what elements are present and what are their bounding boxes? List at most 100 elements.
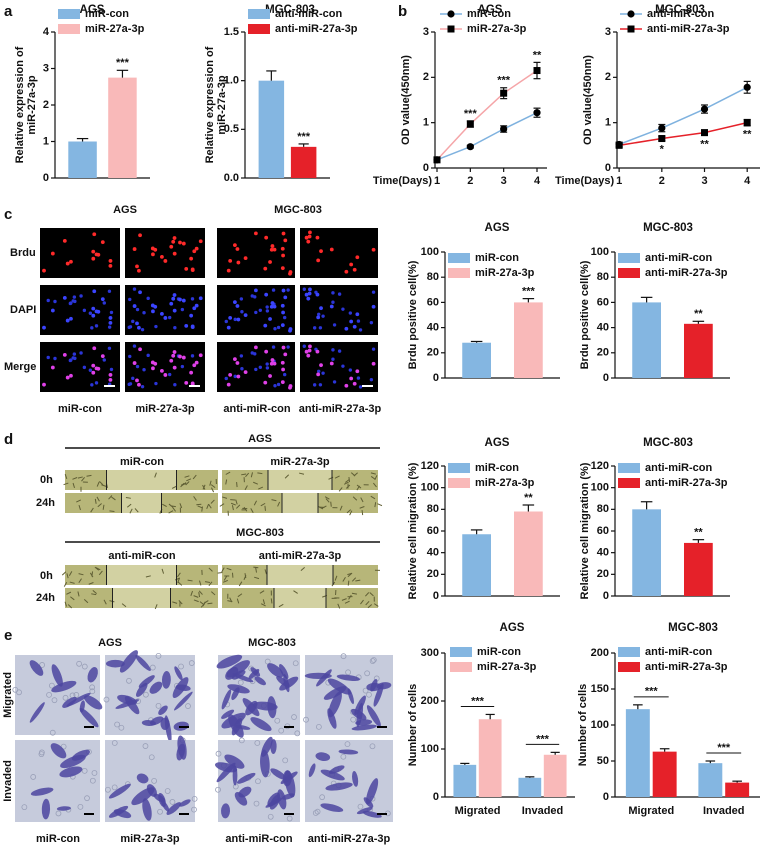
stained-cell [254, 676, 266, 686]
nucleus [254, 310, 258, 315]
pore [49, 729, 56, 736]
nucleus [271, 288, 276, 292]
nucleus [304, 349, 309, 354]
cell [351, 577, 357, 582]
cell [207, 602, 213, 605]
pore [148, 754, 155, 761]
cell [343, 481, 349, 485]
y-tick-label: 300 [421, 647, 439, 659]
nucleus [171, 239, 176, 244]
cell [367, 604, 373, 609]
nucleus [79, 294, 83, 298]
stained-cell [158, 705, 168, 715]
cell [177, 572, 181, 578]
nucleus [312, 326, 317, 330]
cell [88, 582, 94, 585]
nucleus [131, 319, 135, 324]
nucleus [68, 301, 73, 306]
cell [181, 483, 187, 486]
chart-title: MGC-803 [668, 622, 718, 634]
legend-swatch [618, 253, 640, 263]
cell [129, 508, 133, 514]
y-tick-label: 1 [43, 135, 49, 147]
legend-label: anti-miR-27a-3p [645, 267, 728, 279]
stained-cell [83, 695, 103, 710]
nucleus [228, 372, 233, 377]
significance: *** [536, 733, 550, 745]
nucleus [280, 323, 285, 328]
cell [168, 503, 174, 508]
column-label: anti-miR-27a-3p [259, 550, 342, 562]
stained-cell [284, 770, 296, 798]
nucleus [128, 297, 132, 302]
significance: *** [522, 286, 536, 298]
nucleus [341, 307, 345, 311]
nucleus [180, 307, 185, 312]
cell [197, 505, 203, 509]
nucleus [329, 361, 334, 366]
stained-cell [108, 783, 131, 799]
cell [179, 503, 183, 509]
nucleus [272, 304, 277, 309]
stained-cell [221, 709, 235, 719]
nucleus [263, 266, 268, 271]
y-tick-label: 20 [427, 568, 439, 580]
pore [238, 737, 245, 744]
nucleus [349, 262, 354, 267]
nucleus [315, 235, 320, 240]
bar [462, 342, 491, 378]
nucleus [154, 381, 158, 386]
legend-label: miR-27a-3p [467, 23, 527, 35]
stained-cell [279, 664, 289, 680]
nucleus [160, 369, 164, 373]
cell [250, 472, 253, 478]
nucleus [352, 381, 357, 386]
pore [48, 682, 55, 689]
y-tick-label: 100 [421, 482, 439, 494]
stained-cell [224, 754, 245, 769]
nucleus [233, 374, 237, 379]
nucleus [318, 383, 323, 387]
cell [134, 508, 139, 513]
y-tick-label: 3 [423, 26, 429, 38]
nucleus [198, 239, 203, 244]
stained-cell [363, 797, 374, 808]
cell [337, 603, 341, 609]
cell [259, 590, 265, 594]
cell [171, 485, 177, 489]
x-tick-label: Invaded [703, 805, 745, 817]
pore [151, 778, 158, 784]
nucleus [88, 368, 93, 372]
nucleus [321, 314, 325, 318]
column-label: anti-miR-27a-3p [308, 833, 391, 845]
nucleus [265, 305, 269, 309]
cell [103, 599, 107, 605]
nucleus [100, 354, 105, 359]
x-tick-label: 2 [467, 175, 473, 187]
nucleus [280, 246, 285, 251]
stained-cell [62, 696, 77, 708]
fluorescence-image [300, 285, 378, 335]
nucleus [65, 261, 70, 266]
pore [254, 740, 261, 746]
nucleus [349, 376, 354, 381]
nucleus [82, 308, 87, 313]
image-title: MGC-803 [236, 527, 284, 539]
nucleus [194, 360, 199, 365]
cell [185, 481, 190, 486]
y-tick-label: 0 [605, 162, 611, 174]
cell [253, 500, 258, 506]
nucleus [178, 297, 182, 302]
bar [514, 302, 543, 378]
chart-title: AGS [500, 622, 525, 634]
nucleus [72, 352, 77, 356]
image-title: AGS [113, 204, 137, 216]
cell [254, 576, 260, 580]
nucleus [271, 345, 276, 349]
stained-cell [250, 717, 272, 732]
nucleus [180, 364, 185, 369]
nucleus [69, 373, 73, 378]
bar [725, 782, 750, 797]
nucleus [250, 294, 254, 298]
nucleus [168, 315, 172, 320]
